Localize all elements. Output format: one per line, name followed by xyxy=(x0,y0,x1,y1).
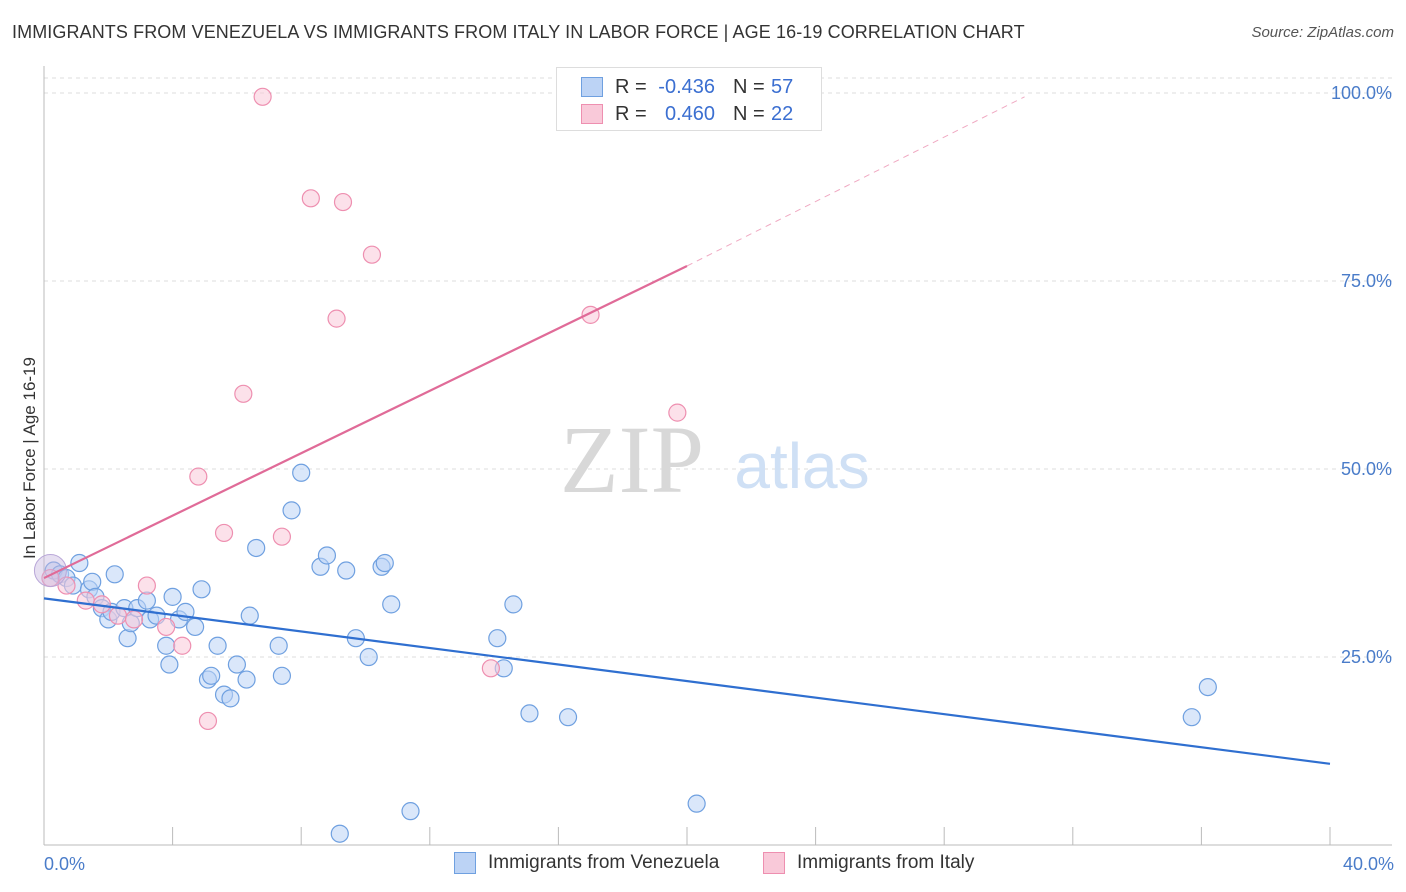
data-point xyxy=(247,538,266,558)
data-point xyxy=(272,666,292,685)
series-venezuela-points xyxy=(44,463,1217,843)
y-tick-label: 25.0% xyxy=(1341,647,1392,667)
data-point xyxy=(202,666,221,685)
legend-r-label: R = xyxy=(615,102,647,125)
legend-n-label: N = xyxy=(733,75,765,98)
legend-n-value: 57 xyxy=(771,75,794,98)
watermark-zip: ZIP xyxy=(560,406,704,513)
x-tick-label: 40.0% xyxy=(1343,854,1394,874)
chart-title: IMMIGRANTS FROM VENEZUELA VS IMMIGRANTS … xyxy=(12,22,1025,42)
data-point xyxy=(292,463,311,482)
watermark-atlas: atlas xyxy=(734,430,869,502)
data-point xyxy=(227,655,246,674)
trend-line-italy xyxy=(43,265,688,580)
data-point xyxy=(1182,708,1201,727)
bottom-legend-label-venezuela: Immigrants from Venezuela xyxy=(488,852,720,873)
data-point xyxy=(687,794,706,813)
data-point xyxy=(401,802,420,821)
series-italy-points xyxy=(41,87,687,731)
data-point xyxy=(382,595,401,614)
data-point xyxy=(375,553,394,573)
data-point xyxy=(282,501,301,520)
data-point xyxy=(558,708,578,727)
correlation-legend: R = -0.436 N = 57 R = 0.460 N = 22 xyxy=(556,67,822,131)
data-point xyxy=(481,659,500,678)
legend-r-value: -0.436 xyxy=(658,75,715,98)
bottom-legend-swatch-italy xyxy=(763,852,785,874)
legend-row-italy: R = 0.460 N = 22 xyxy=(581,101,793,127)
axes xyxy=(43,66,1392,846)
data-point xyxy=(157,636,176,655)
data-point xyxy=(214,523,234,543)
data-point xyxy=(157,617,176,637)
legend-swatch-venezuela xyxy=(581,77,603,97)
legend-n-value: 22 xyxy=(771,102,794,125)
y-tick-label: 100.0% xyxy=(1331,83,1392,103)
data-point xyxy=(359,647,378,667)
data-point xyxy=(83,572,102,591)
legend-n-label: N = xyxy=(733,102,765,125)
data-point xyxy=(163,587,182,606)
data-point xyxy=(337,561,356,580)
bottom-legend-italy: Immigrants from Italy xyxy=(763,852,974,874)
trend-line-venezuela xyxy=(43,597,1331,765)
source-label: Source: ZipAtlas.com xyxy=(1251,24,1394,41)
data-point xyxy=(520,704,539,723)
data-point xyxy=(301,189,320,208)
grid-lines xyxy=(44,77,1392,658)
legend-r-label: R = xyxy=(615,75,647,98)
legend-swatch-italy xyxy=(581,104,603,124)
data-point xyxy=(137,576,156,595)
data-point xyxy=(504,595,523,614)
data-point xyxy=(173,636,192,655)
data-point xyxy=(330,824,349,843)
data-point xyxy=(269,636,288,655)
data-point xyxy=(668,403,687,422)
data-point xyxy=(221,689,240,708)
bottom-legend-venezuela: Immigrants from Venezuela xyxy=(454,852,719,874)
data-point xyxy=(240,606,259,625)
data-point xyxy=(333,192,353,212)
legend-r-value: 0.460 xyxy=(664,102,715,125)
data-point xyxy=(317,546,337,565)
data-point xyxy=(488,629,507,648)
data-point xyxy=(198,711,218,731)
data-point xyxy=(253,87,272,106)
watermark: ZIP atlas xyxy=(560,406,870,513)
y-tick-label: 50.0% xyxy=(1341,459,1392,479)
data-point xyxy=(160,655,179,674)
data-point xyxy=(118,629,137,648)
data-point xyxy=(186,617,205,637)
data-point xyxy=(105,565,124,584)
data-point xyxy=(189,467,208,486)
data-point xyxy=(272,527,292,546)
data-point xyxy=(192,580,211,599)
trend-extension-italy xyxy=(686,96,1025,267)
bottom-legend-swatch-venezuela xyxy=(454,852,476,874)
y-tick-label: 75.0% xyxy=(1341,271,1392,291)
data-point xyxy=(234,384,253,403)
x-tick-label: 0.0% xyxy=(44,854,85,874)
cluster-point xyxy=(33,554,67,588)
data-point xyxy=(237,670,256,689)
bottom-legend-label-italy: Immigrants from Italy xyxy=(797,852,975,873)
data-point xyxy=(76,591,95,610)
data-point xyxy=(124,610,144,629)
data-point xyxy=(1198,677,1217,697)
legend-row-venezuela: R = -0.436 N = 57 xyxy=(581,74,793,100)
data-point xyxy=(208,636,227,655)
data-point xyxy=(362,245,382,264)
data-point xyxy=(327,309,346,328)
